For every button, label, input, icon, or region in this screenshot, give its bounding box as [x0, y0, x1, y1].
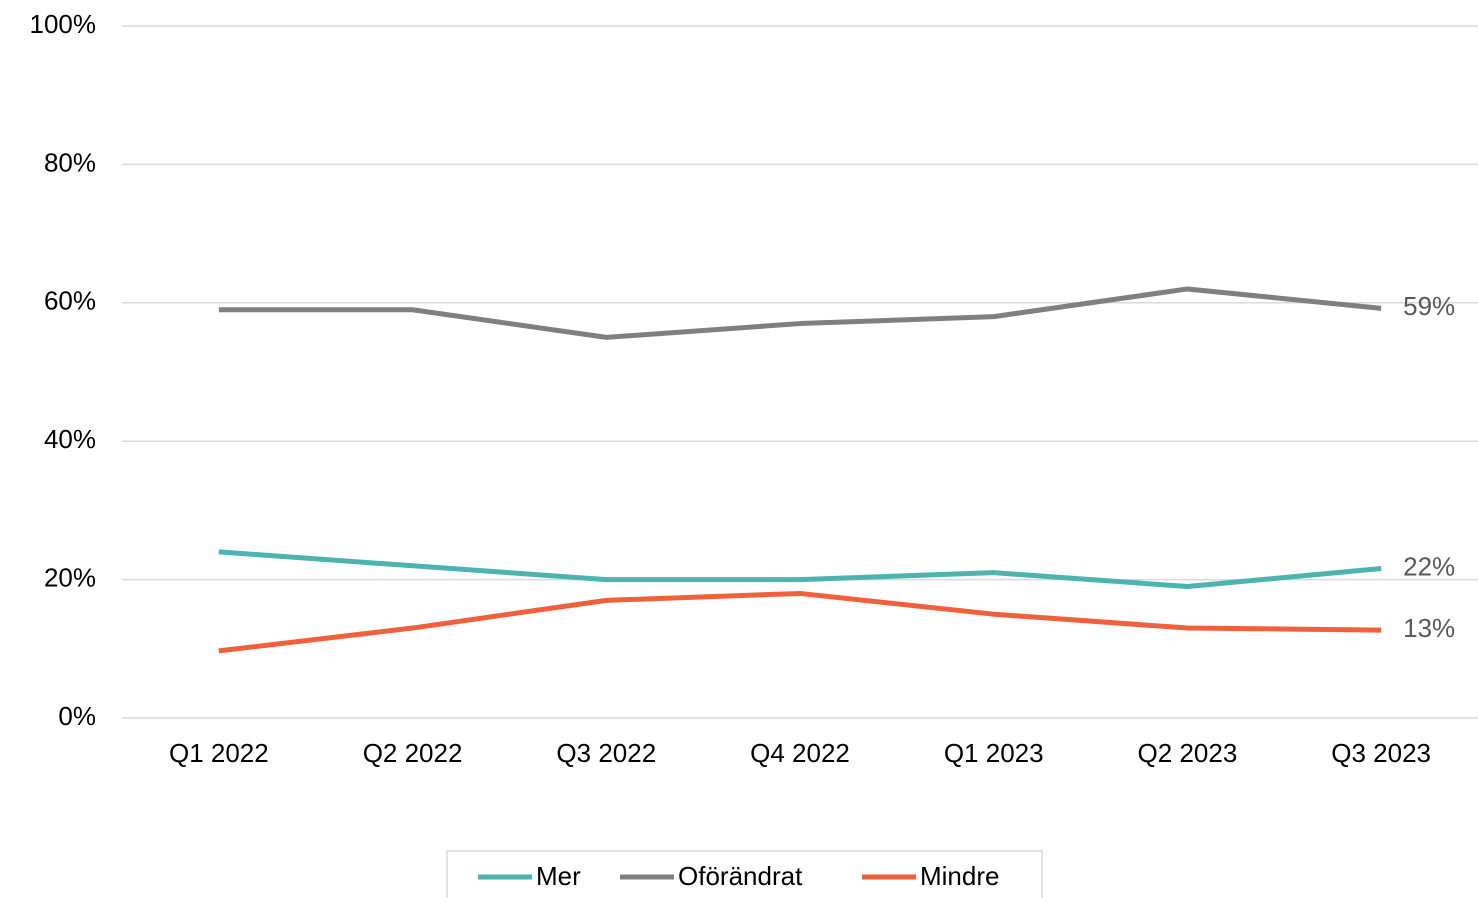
x-tick-label: Q3 2023	[1331, 738, 1431, 768]
y-tick-label: 80%	[44, 147, 96, 177]
data-label: 59%	[1403, 291, 1455, 321]
data-label: 22%	[1403, 551, 1455, 581]
series-line	[218, 590, 1382, 654]
x-tick-label: Q3 2022	[556, 738, 656, 768]
legend-label: Oförändrat	[678, 861, 803, 891]
series-line	[218, 286, 1382, 340]
y-tick-label: 100%	[30, 9, 97, 39]
legend-label: Mer	[536, 861, 581, 891]
y-tick-label: 40%	[44, 424, 96, 454]
y-tick-label: 20%	[44, 562, 96, 592]
legend-label: Mindre	[920, 861, 999, 891]
data-label: 13%	[1403, 613, 1455, 643]
x-tick-label: Q4 2022	[750, 738, 850, 768]
x-tick-label: Q2 2023	[1138, 738, 1238, 768]
series-line	[218, 549, 1382, 590]
x-tick-label: Q1 2022	[169, 738, 269, 768]
legend-box	[446, 850, 1043, 898]
y-tick-label: 60%	[44, 286, 96, 316]
x-tick-label: Q2 2022	[363, 738, 463, 768]
y-tick-label: 0%	[58, 701, 96, 731]
x-tick-label: Q1 2023	[944, 738, 1044, 768]
